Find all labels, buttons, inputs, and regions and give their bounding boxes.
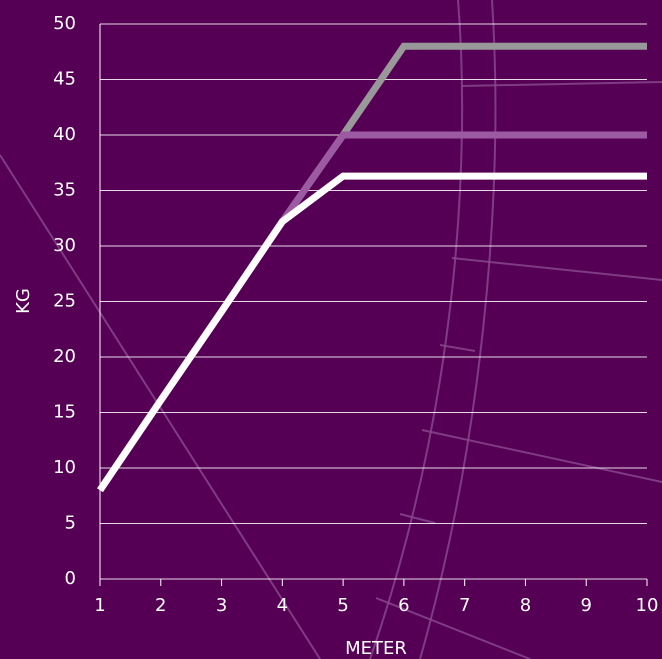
x-axis-label: METER: [345, 638, 407, 659]
y-tick-label: 25: [53, 291, 76, 312]
deco-line: [439, 344, 476, 352]
deco-curve: [369, 0, 464, 659]
series-line: [97, 42, 647, 493]
x-tick-label: 2: [155, 595, 166, 616]
y-tick-label: 20: [53, 346, 76, 367]
y-tick-label: 35: [53, 180, 76, 201]
y-tick-label: 10: [53, 457, 76, 478]
x-tick-label: 4: [277, 595, 288, 616]
series-line: [97, 172, 647, 493]
x-tick-label: 6: [398, 595, 409, 616]
x-tick-label: 10: [636, 595, 659, 616]
y-tick-label: 0: [65, 568, 76, 589]
deco-line: [421, 429, 662, 483]
deco-line: [461, 81, 662, 87]
x-tick-label: 9: [580, 595, 591, 616]
y-tick-label: 30: [53, 235, 76, 256]
y-tick-label: 5: [65, 513, 76, 534]
x-tick-label: 3: [216, 595, 227, 616]
y-tick-label: 15: [53, 402, 76, 423]
x-tick-label: 1: [94, 595, 105, 616]
x-tick-label: 8: [520, 595, 531, 616]
y-tick-label: 45: [53, 69, 76, 90]
y-tick-label: 40: [53, 124, 76, 145]
series-line: [97, 131, 647, 493]
y-axis-label: KG: [13, 288, 34, 314]
x-tick-label: 7: [459, 595, 470, 616]
deco-line: [399, 513, 436, 524]
deco-curve: [419, 0, 497, 659]
deco-line: [375, 597, 531, 659]
y-tick-label: 50: [53, 13, 76, 34]
deco-line: [451, 257, 662, 281]
x-tick-label: 5: [337, 595, 348, 616]
